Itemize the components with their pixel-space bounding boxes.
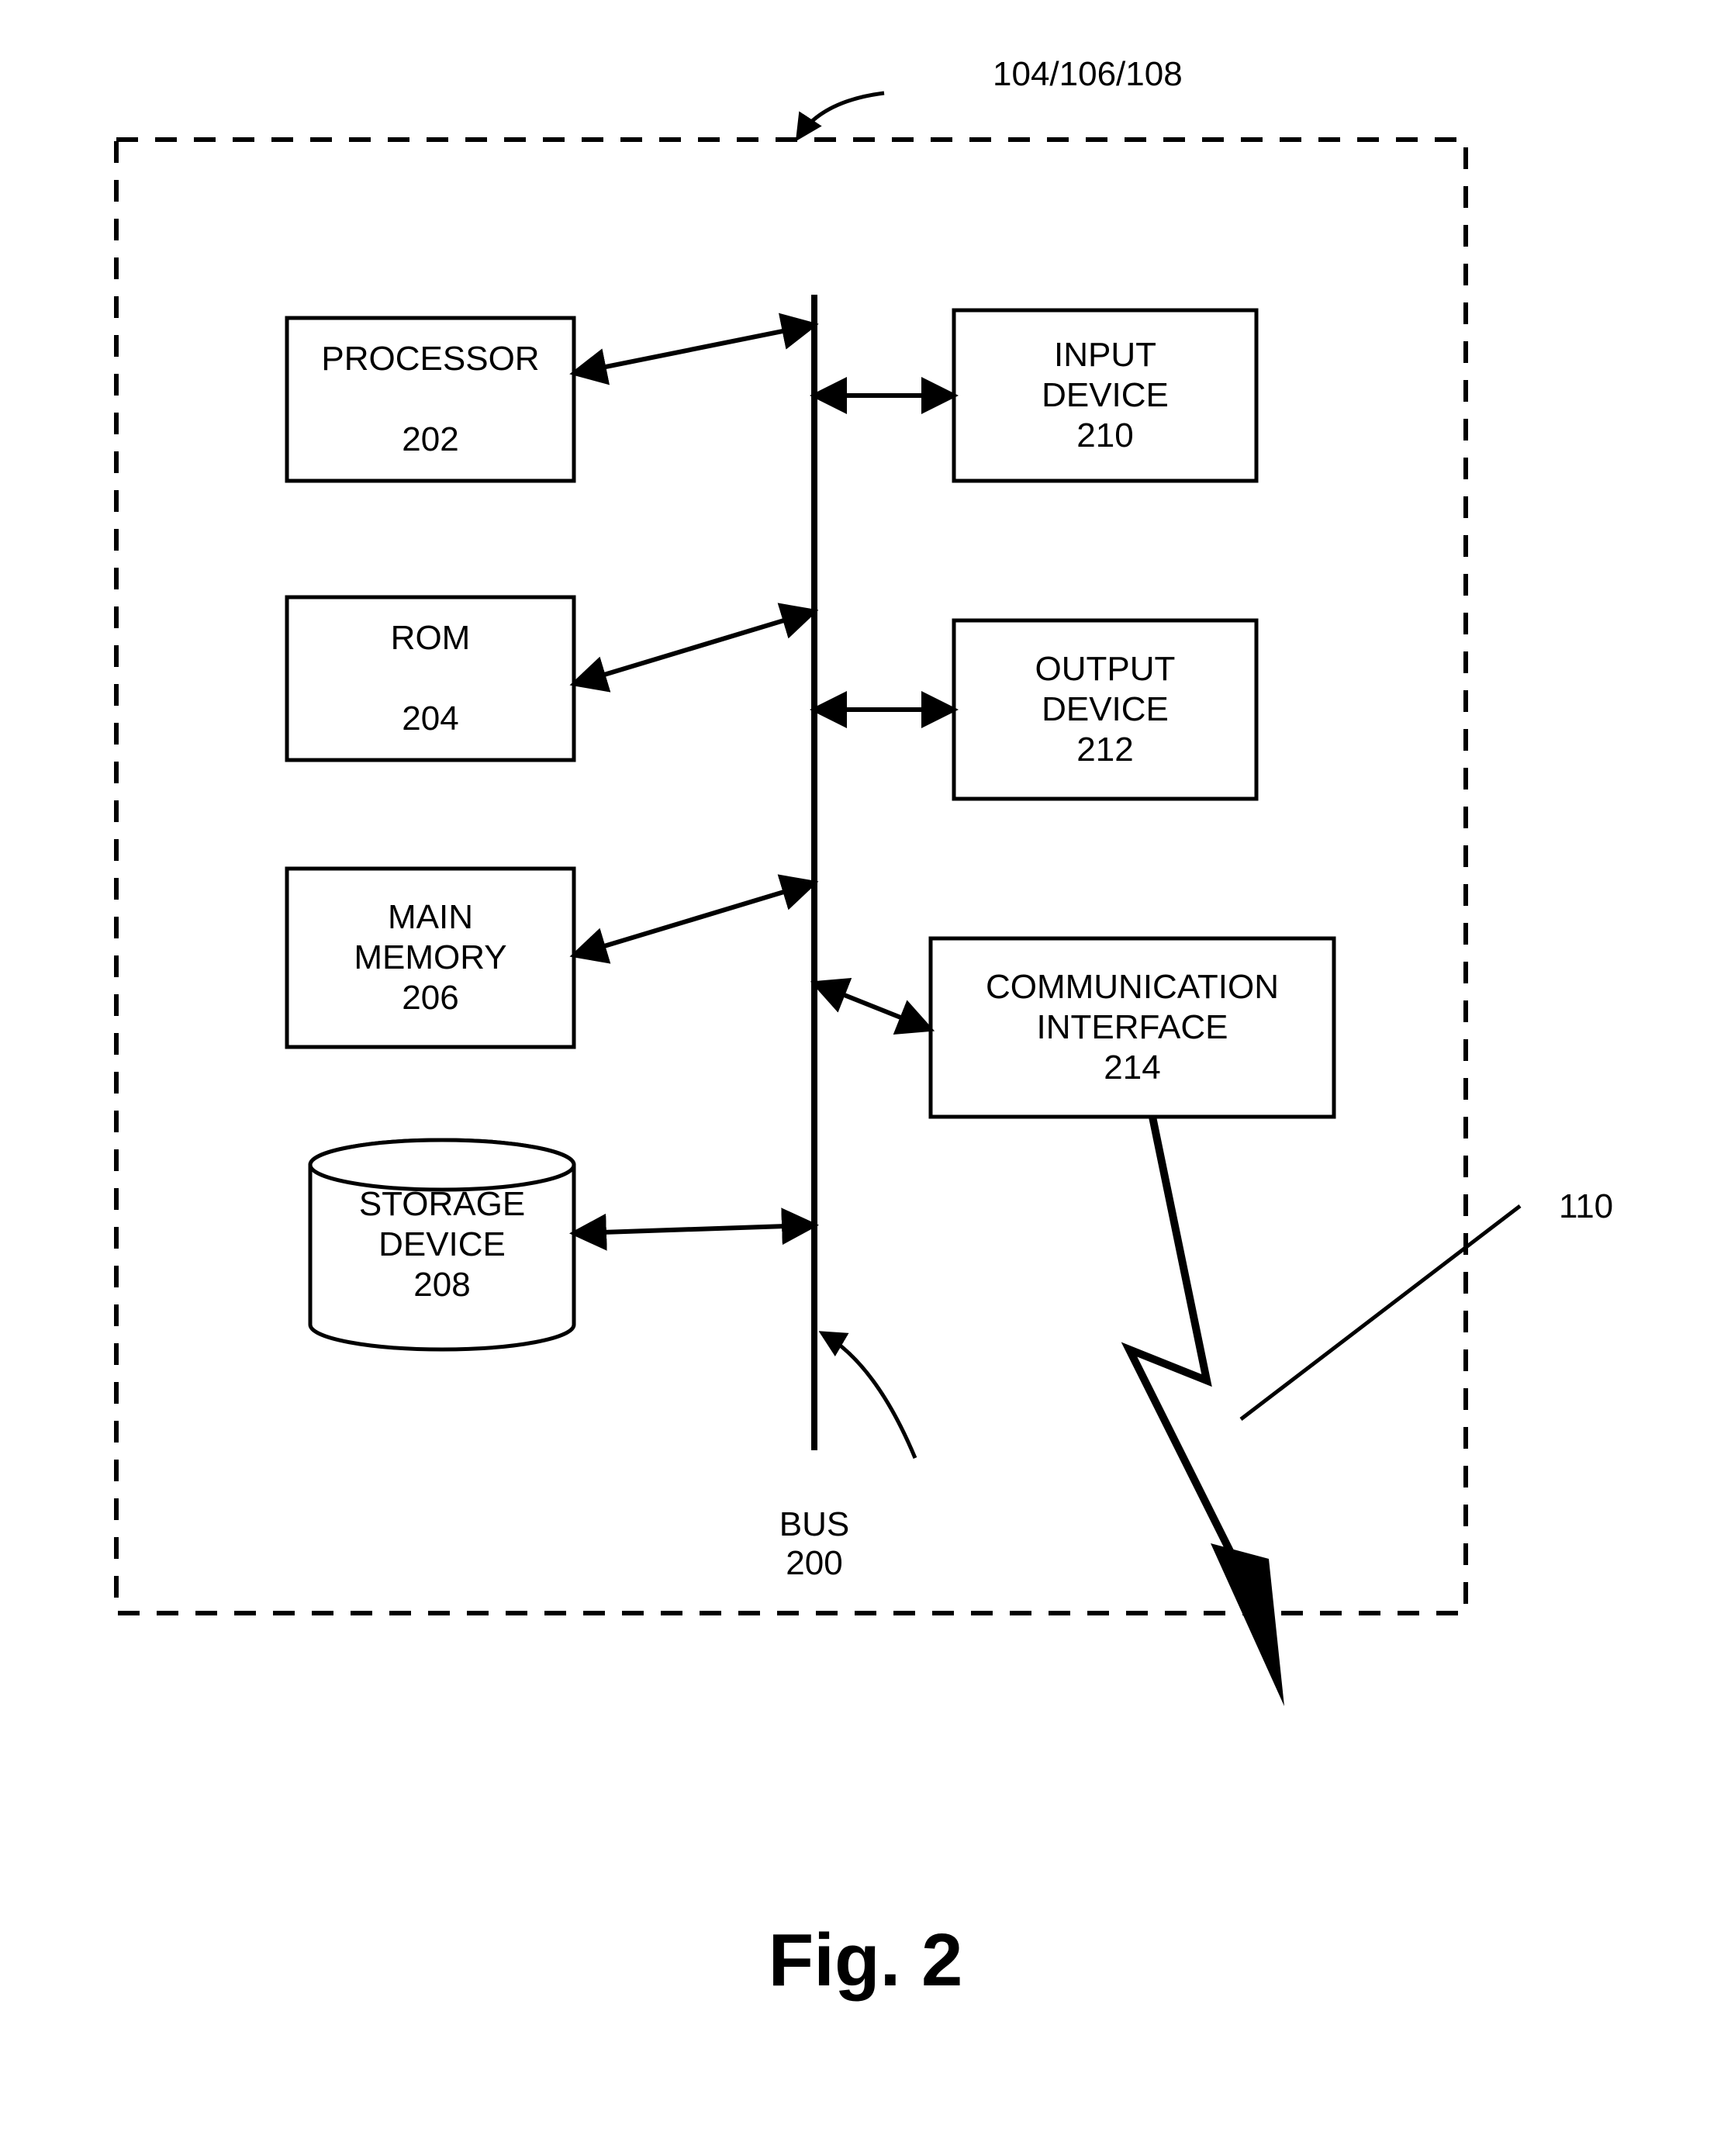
- output-label-0: OUTPUT: [1035, 650, 1176, 688]
- bus-label-line1: BUS: [779, 1505, 849, 1543]
- main_memory-label-2: 206: [402, 979, 458, 1017]
- comm-label-2: 214: [1104, 1049, 1160, 1087]
- rom-label-2: 204: [402, 700, 458, 738]
- input-node: INPUTDEVICE210: [954, 310, 1256, 481]
- right-ref-leader: [1241, 1206, 1520, 1419]
- rom-node: ROM 204: [287, 597, 574, 760]
- figure-caption: Fig. 2: [769, 1919, 963, 2002]
- lightning-tip: [1211, 1543, 1284, 1706]
- top-ref-leader: [799, 93, 884, 136]
- main_memory-bus-arrow: [579, 884, 810, 954]
- comm-label-1: INTERFACE: [1037, 1008, 1228, 1046]
- comm-bus-arrow: [819, 985, 926, 1028]
- storage-label-1: DEVICE: [378, 1225, 506, 1263]
- bus-leader: [824, 1334, 915, 1458]
- storage-label-2: 208: [413, 1266, 470, 1304]
- processor-label-2: 202: [402, 420, 458, 458]
- bus-label-line2: 200: [786, 1544, 842, 1582]
- right-ref-label: 110: [1559, 1187, 1613, 1225]
- main_memory-label-0: MAIN: [388, 898, 473, 936]
- processor-bus-arrow: [579, 326, 810, 372]
- comm-node: COMMUNICATIONINTERFACE214: [931, 938, 1334, 1117]
- processor-label-0: PROCESSOR: [321, 340, 539, 378]
- rom-label-0: ROM: [391, 619, 471, 657]
- comm-label-0: COMMUNICATION: [986, 968, 1279, 1006]
- storage-bus-arrow: [579, 1225, 810, 1233]
- input-label-1: DEVICE: [1042, 376, 1169, 414]
- output-node: OUTPUTDEVICE212: [954, 620, 1256, 799]
- storage-node: STORAGEDEVICE208: [310, 1140, 574, 1349]
- processor-node: PROCESSOR 202: [287, 318, 574, 481]
- block-diagram: BUS200 PROCESSOR 202 ROM 204 MAINMEMORY206 STO…: [0, 0, 1731, 2156]
- top-ref-label: 104/106/108: [993, 55, 1183, 93]
- main_memory-node: MAINMEMORY206: [287, 869, 574, 1047]
- input-label-2: 210: [1076, 416, 1133, 454]
- output-label-1: DEVICE: [1042, 690, 1169, 728]
- main_memory-label-1: MEMORY: [354, 938, 506, 976]
- output-label-2: 212: [1076, 731, 1133, 769]
- lightning-icon: [1129, 1117, 1238, 1567]
- storage-label-0: STORAGE: [359, 1185, 525, 1223]
- input-label-0: INPUT: [1054, 336, 1156, 374]
- rom-bus-arrow: [579, 613, 810, 682]
